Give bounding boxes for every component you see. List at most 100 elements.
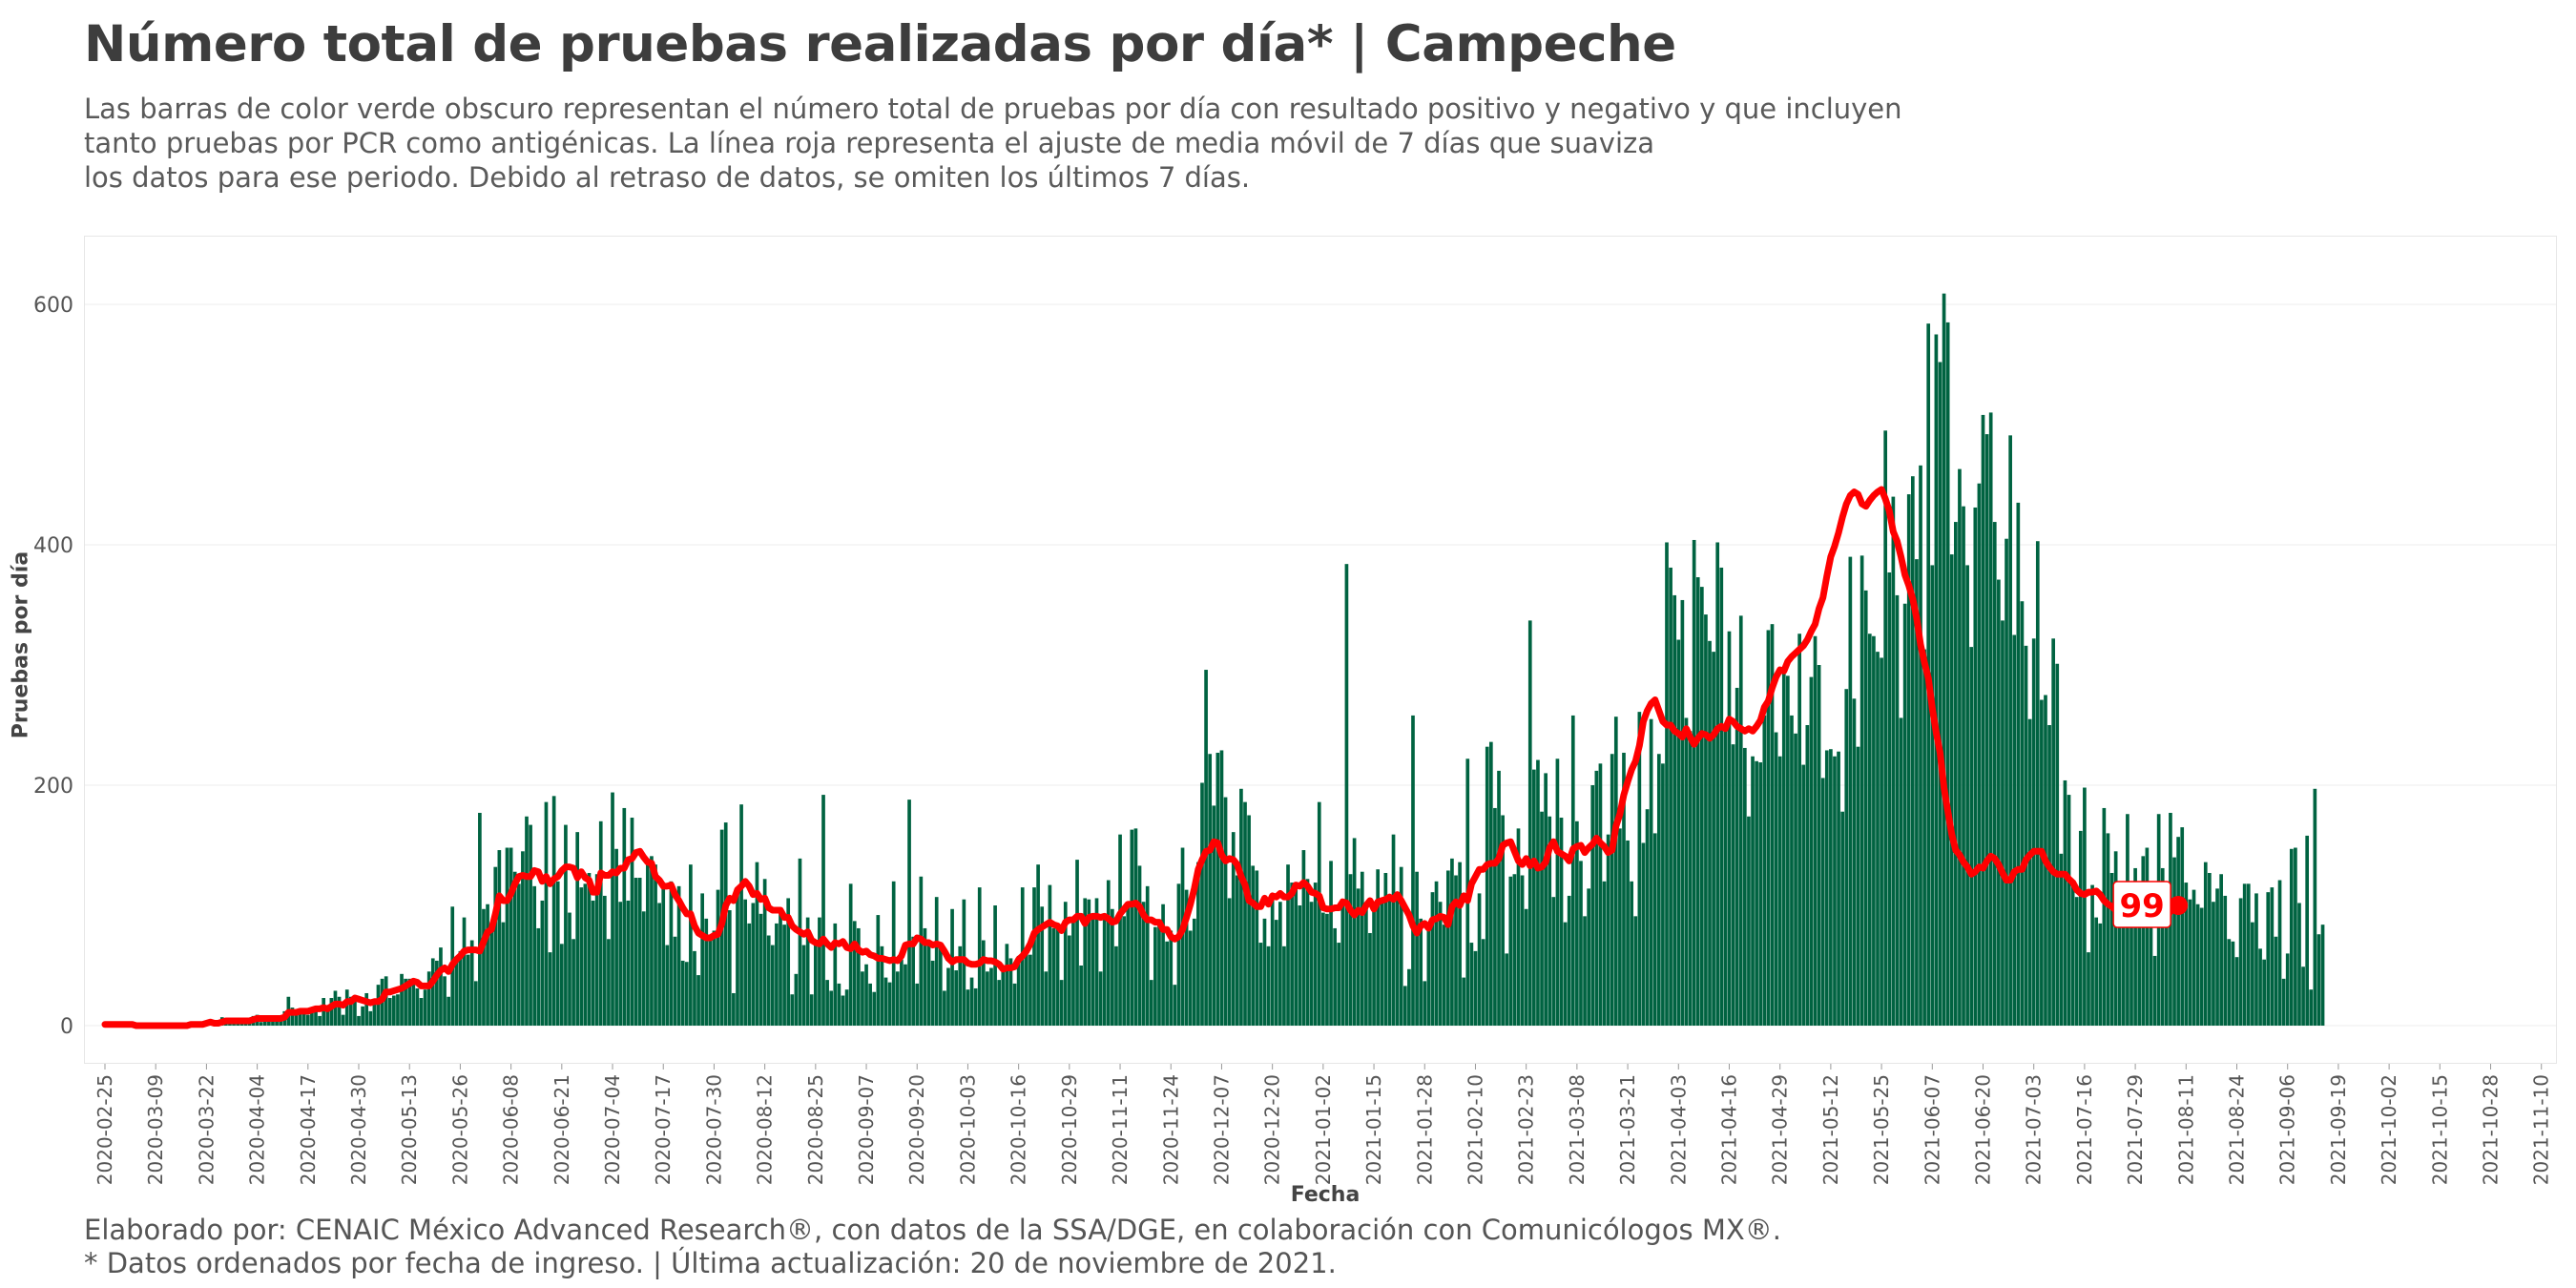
bar [1376,869,1380,1026]
bar [1360,871,1364,1026]
bar [1133,828,1138,1026]
bar [1278,902,1282,1026]
bar [1715,542,1720,1026]
bar [1317,801,1321,1026]
bar [348,996,353,1026]
x-tick-label: 2021-06-07 [1921,1074,1943,1185]
bar [1176,883,1181,1026]
bar [1938,362,1942,1027]
bar [1227,898,1232,1026]
bar [2074,897,2079,1026]
bar [1325,913,1329,1026]
bar [794,973,799,1026]
bar [1219,750,1224,1026]
bar [755,862,759,1026]
bar [364,992,369,1026]
bar [2258,948,2262,1026]
bar [1352,838,1357,1026]
bar [1212,805,1216,1026]
bar [693,950,696,1026]
bar [977,887,982,1026]
y-tick-label: 0 [60,1015,73,1039]
bar [848,883,853,1026]
bar [1719,567,1724,1026]
bar [1516,828,1521,1026]
bar [384,976,388,1026]
bar [1356,888,1361,1026]
x-tick-label: 2020-10-03 [956,1074,979,1185]
bar [1856,746,1860,1026]
bar [1536,759,1540,1026]
bar [986,971,989,1026]
bar [598,821,603,1026]
x-tick-label: 2020-03-09 [144,1074,167,1185]
bar [626,900,631,1026]
bar [661,884,666,1026]
bar [1962,506,1965,1026]
bar [708,938,713,1026]
x-tick-label: 2021-04-03 [1667,1074,1690,1185]
bar [1091,913,1095,1026]
bar [404,978,407,1026]
bar [2297,903,2301,1026]
bar [1598,763,1603,1026]
bar [868,983,872,1026]
bar [1723,725,1728,1026]
bar [1111,908,1114,1026]
bar [775,923,779,1026]
x-tick-label: 2021-07-29 [2124,1074,2147,1185]
bar [447,996,450,1026]
bar [525,816,529,1026]
bar [1544,773,1548,1026]
bar [368,1010,373,1026]
bar [1137,865,1142,1026]
bar [341,1014,345,1026]
x-tick-label: 2020-06-21 [551,1074,573,1185]
bar [1036,864,1040,1026]
bar [473,981,478,1026]
bar [1649,718,1653,1026]
bar [1837,751,1840,1026]
bar [564,824,568,1026]
bar [1692,539,1696,1026]
bar [1942,293,1946,1026]
bar [2098,923,2103,1026]
bar [1872,635,1876,1026]
bar [1844,689,1849,1026]
bar [689,864,693,1026]
bar [1270,897,1275,1026]
x-tick-label: 2020-12-20 [1261,1074,1284,1185]
bar [559,944,564,1026]
bar [1645,809,1650,1026]
bar [1368,932,1372,1026]
x-tick-label: 2020-10-29 [1058,1074,1081,1185]
bar [2094,917,2099,1026]
caption-line-1: Elaborado por: CENAIC México Advanced Re… [84,1214,1781,1246]
bar [770,945,775,1026]
bar [2145,847,2150,1026]
bar [419,998,424,1026]
bar [1954,522,1958,1026]
bar [1622,752,1626,1026]
bar [618,902,623,1026]
bar [2121,922,2126,1026]
bar [1680,599,1685,1026]
x-tick-label: 2021-08-11 [2174,1074,2197,1185]
bar [1712,652,1715,1026]
bar [1068,935,1071,1026]
bar [469,940,474,1026]
bar [486,904,489,1026]
bar [650,856,654,1026]
bar [529,824,532,1026]
bar [1469,943,1474,1026]
bar [1555,758,1560,1026]
bar [821,795,825,1026]
bar [1348,874,1353,1026]
bar [587,872,592,1026]
bar [1630,881,1634,1026]
bar [1075,860,1079,1026]
last-value-label: 99 [2119,887,2164,925]
bar [594,874,599,1026]
chart-title: Número total de pruebas realizadas por d… [84,15,1676,73]
bar [958,945,963,1026]
